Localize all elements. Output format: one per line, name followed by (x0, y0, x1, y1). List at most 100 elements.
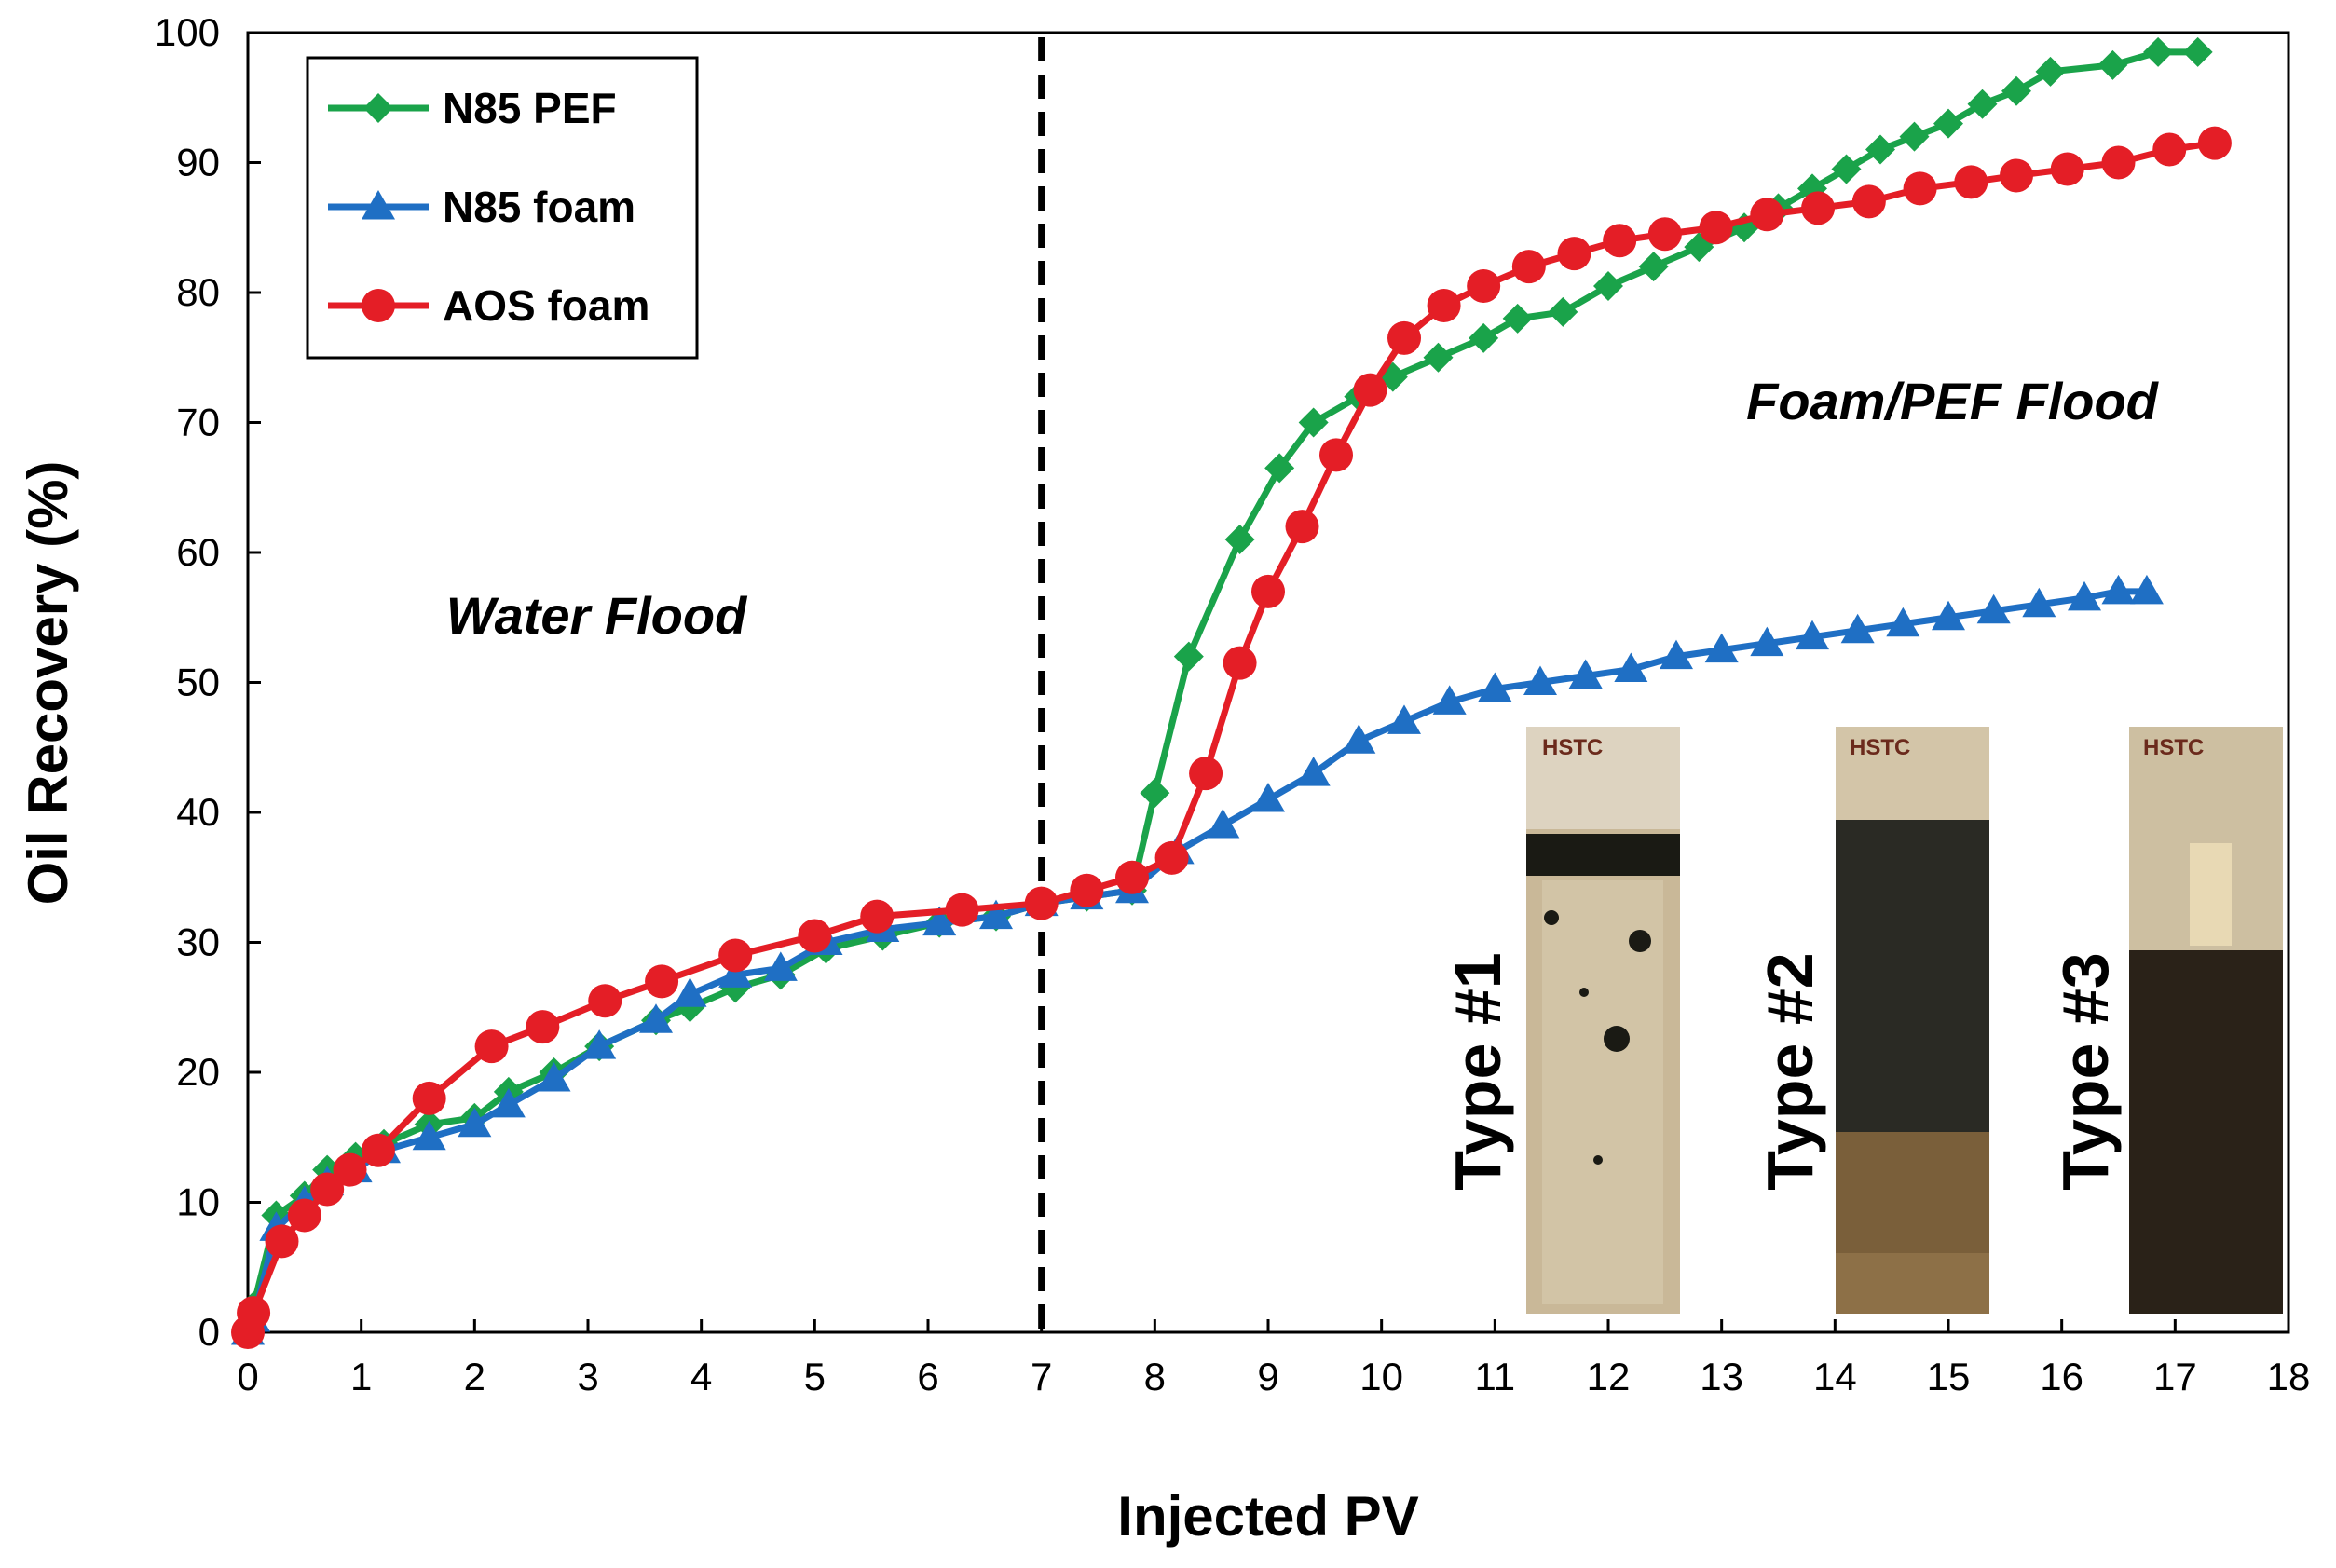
data-point-aos-foam (1115, 860, 1149, 894)
data-point-n85-foam (718, 958, 753, 988)
data-point-aos-foam (1189, 757, 1223, 791)
tube-photo-3: HSTC (2129, 727, 2283, 1314)
data-point-n85-pef (2001, 75, 2031, 106)
data-point-n85-pef (1264, 453, 1295, 484)
x-tick-label: 3 (577, 1355, 598, 1398)
data-point-n85-pef (1298, 407, 1329, 438)
data-point-n85-foam (922, 906, 957, 936)
x-axis: 0 1 2 3 4 5 6 7 8 9 10 11 12 13 14 15 16 17 18 (237, 1319, 2310, 1398)
data-point-aos-foam (474, 1029, 509, 1064)
x-tick-label: 14 (1813, 1355, 1857, 1398)
data-point-n85-pef (1224, 525, 1255, 555)
data-point-n85-foam (763, 951, 798, 981)
y-axis-title: Oil Recovery (%) (17, 461, 79, 906)
data-point-n85-foam (979, 899, 1013, 930)
x-tick-label: 10 (1359, 1355, 1403, 1398)
data-point-n85-foam (2068, 580, 2101, 611)
x-tick-label: 1 (350, 1355, 372, 1398)
data-point-n85-foam (639, 1003, 673, 1033)
data-point-n85-pef (1140, 778, 1170, 809)
x-tick-label: 9 (1257, 1355, 1278, 1398)
data-point-aos-foam (645, 964, 679, 999)
data-point-aos-foam (1223, 646, 1257, 680)
legend-entry-n85-foam: N85 foam (328, 183, 635, 231)
data-point-n85-foam (1478, 672, 1512, 702)
data-point-aos-foam (361, 1133, 395, 1167)
data-point-aos-foam (1070, 873, 1104, 907)
data-point-aos-foam (1024, 886, 1059, 920)
data-point-n85-pef (1502, 303, 1533, 334)
data-point-aos-foam (588, 984, 622, 1018)
y-tick-label: 60 (176, 530, 220, 574)
data-point-n85-pef (1933, 108, 1963, 139)
data-point-n85-foam (1342, 724, 1376, 754)
data-point-aos-foam (1353, 373, 1387, 407)
data-point-n85-pef (1638, 252, 1669, 282)
x-tick-label: 18 (2267, 1355, 2311, 1398)
legend-entry-n85-pef: N85 PEF (328, 84, 617, 132)
data-point-n85-pef (2143, 36, 2174, 67)
data-point-n85-foam (1796, 620, 1829, 650)
data-point-aos-foam (2152, 132, 2187, 167)
x-tick-label: 5 (804, 1355, 826, 1398)
data-point-n85-pef (2182, 36, 2213, 67)
data-point-n85-foam (582, 1029, 617, 1059)
data-point-n85-foam (491, 1087, 526, 1118)
svg-text:HSTC: HSTC (1850, 735, 1910, 760)
data-point-n85-pef (1173, 641, 1204, 672)
data-point-n85-foam (2022, 587, 2056, 618)
legend-marker-n85-foam (362, 190, 395, 220)
tube-photo-2: HSTC (1836, 727, 1989, 1314)
data-point-n85-foam (1251, 783, 1285, 812)
data-point-aos-foam (798, 919, 832, 953)
data-point-aos-foam (1511, 250, 1546, 284)
data-point-aos-foam (2000, 158, 2033, 193)
data-point-n85-pef (1593, 271, 1623, 302)
data-point-n85-pef (2035, 56, 2066, 87)
data-point-n85-foam (458, 1107, 492, 1138)
data-point-aos-foam (1750, 198, 1784, 232)
y-tick-label: 20 (176, 1050, 220, 1094)
data-point-aos-foam (237, 1296, 271, 1330)
series-layer (231, 36, 2232, 1349)
legend-marker-n85-pef (363, 93, 393, 123)
data-point-aos-foam (1954, 165, 1988, 199)
data-point-n85-foam (537, 1061, 571, 1092)
data-point-n85-foam (1614, 652, 1648, 683)
data-point-n85-pef (1865, 134, 1895, 165)
series-aos-foam (231, 126, 2232, 1349)
data-point-aos-foam (718, 938, 753, 973)
series-line-n85-foam (244, 588, 2147, 1334)
annotation-foam-pef-flood: Foam/PEF Flood (1746, 372, 2160, 430)
data-point-n85-foam (1704, 633, 1739, 663)
data-point-n85-pef (1548, 296, 1578, 327)
data-point-n85-foam (1206, 808, 1240, 839)
x-tick-label: 6 (917, 1355, 938, 1398)
legend-label-aos-foam: AOS foam (443, 281, 649, 330)
data-point-aos-foam (2101, 145, 2136, 180)
data-point-n85-foam (1296, 757, 1331, 786)
y-tick-label: 100 (155, 10, 220, 54)
data-point-aos-foam (1557, 237, 1591, 271)
data-point-n85-pef (1469, 322, 1499, 353)
annotation-water-flood: Water Flood (446, 586, 748, 645)
x-tick-label: 12 (1587, 1355, 1631, 1398)
data-point-n85-foam (2101, 574, 2136, 605)
y-tick-label: 50 (176, 661, 220, 704)
data-point-aos-foam (412, 1081, 446, 1115)
data-point-aos-foam (1285, 510, 1319, 544)
data-point-n85-pef (1967, 89, 1998, 119)
data-point-n85-foam (1387, 704, 1421, 734)
data-point-n85-pef (1831, 154, 1862, 184)
data-point-n85-foam (1932, 600, 1965, 631)
data-point-aos-foam (1801, 191, 1836, 225)
x-tick-label: 15 (1927, 1355, 1971, 1398)
svg-text:HSTC: HSTC (1542, 735, 1603, 760)
legend-marker-aos-foam (362, 289, 395, 322)
y-tick-label: 80 (176, 270, 220, 314)
x-tick-label: 17 (2153, 1355, 2197, 1398)
data-point-aos-foam (1903, 171, 1937, 206)
data-point-aos-foam (860, 899, 895, 934)
x-tick-label: 16 (2040, 1355, 2083, 1398)
